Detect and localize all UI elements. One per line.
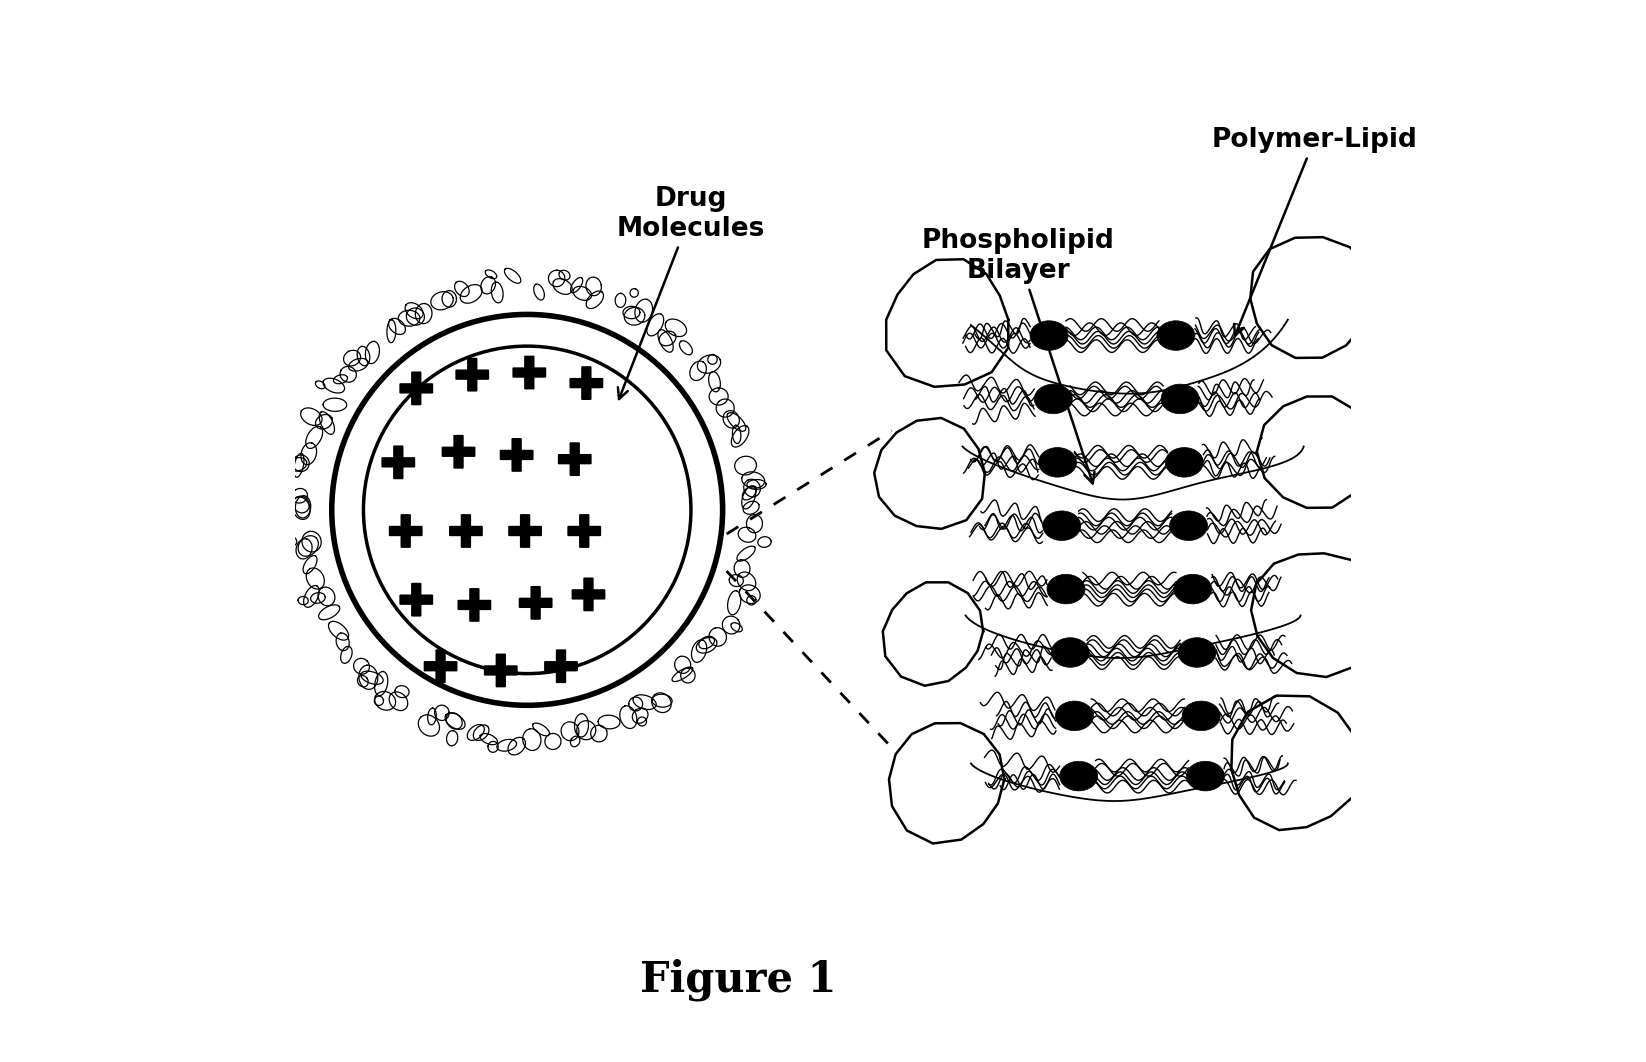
Ellipse shape bbox=[1042, 511, 1081, 541]
FancyBboxPatch shape bbox=[512, 367, 546, 378]
Ellipse shape bbox=[1039, 447, 1076, 477]
FancyBboxPatch shape bbox=[545, 661, 578, 671]
Ellipse shape bbox=[1179, 637, 1216, 667]
FancyBboxPatch shape bbox=[570, 442, 579, 476]
FancyBboxPatch shape bbox=[568, 526, 601, 536]
FancyBboxPatch shape bbox=[400, 383, 433, 394]
Text: Polymer-Lipid: Polymer-Lipid bbox=[1211, 127, 1417, 336]
Text: Drug
Molecules: Drug Molecules bbox=[617, 186, 765, 399]
Ellipse shape bbox=[1047, 575, 1085, 604]
FancyBboxPatch shape bbox=[453, 434, 464, 468]
FancyBboxPatch shape bbox=[500, 450, 533, 460]
FancyBboxPatch shape bbox=[558, 453, 591, 464]
Ellipse shape bbox=[1182, 701, 1220, 731]
FancyBboxPatch shape bbox=[556, 649, 566, 683]
FancyBboxPatch shape bbox=[523, 356, 535, 390]
Ellipse shape bbox=[1030, 321, 1068, 350]
Ellipse shape bbox=[1174, 575, 1211, 604]
FancyBboxPatch shape bbox=[495, 653, 505, 687]
Text: Figure 1: Figure 1 bbox=[640, 959, 836, 1001]
FancyBboxPatch shape bbox=[518, 598, 553, 609]
FancyBboxPatch shape bbox=[436, 649, 446, 683]
FancyBboxPatch shape bbox=[400, 514, 412, 548]
Ellipse shape bbox=[1034, 384, 1072, 414]
FancyBboxPatch shape bbox=[449, 526, 482, 536]
FancyBboxPatch shape bbox=[382, 457, 415, 467]
FancyBboxPatch shape bbox=[469, 588, 479, 622]
FancyBboxPatch shape bbox=[570, 378, 604, 389]
FancyBboxPatch shape bbox=[412, 372, 421, 406]
Ellipse shape bbox=[1055, 701, 1093, 731]
Ellipse shape bbox=[1160, 384, 1198, 414]
Ellipse shape bbox=[1052, 637, 1090, 667]
FancyBboxPatch shape bbox=[388, 526, 423, 536]
FancyBboxPatch shape bbox=[393, 445, 403, 479]
FancyBboxPatch shape bbox=[583, 578, 594, 612]
Ellipse shape bbox=[1157, 321, 1195, 350]
FancyBboxPatch shape bbox=[467, 358, 477, 392]
FancyBboxPatch shape bbox=[520, 514, 530, 548]
FancyBboxPatch shape bbox=[423, 661, 458, 671]
Ellipse shape bbox=[1187, 761, 1225, 791]
FancyBboxPatch shape bbox=[581, 366, 591, 400]
FancyBboxPatch shape bbox=[458, 600, 491, 611]
Text: Phospholipid
Bilayer: Phospholipid Bilayer bbox=[922, 228, 1114, 483]
Ellipse shape bbox=[1060, 761, 1098, 791]
FancyBboxPatch shape bbox=[456, 370, 489, 380]
FancyBboxPatch shape bbox=[484, 665, 518, 675]
FancyBboxPatch shape bbox=[512, 438, 522, 472]
FancyBboxPatch shape bbox=[509, 526, 542, 536]
FancyBboxPatch shape bbox=[412, 583, 421, 617]
FancyBboxPatch shape bbox=[571, 589, 606, 600]
FancyBboxPatch shape bbox=[461, 514, 471, 548]
FancyBboxPatch shape bbox=[441, 447, 476, 457]
FancyBboxPatch shape bbox=[400, 595, 433, 605]
FancyBboxPatch shape bbox=[579, 514, 589, 548]
Circle shape bbox=[365, 348, 688, 671]
Ellipse shape bbox=[1165, 447, 1203, 477]
FancyBboxPatch shape bbox=[530, 586, 542, 620]
Ellipse shape bbox=[1170, 511, 1208, 541]
